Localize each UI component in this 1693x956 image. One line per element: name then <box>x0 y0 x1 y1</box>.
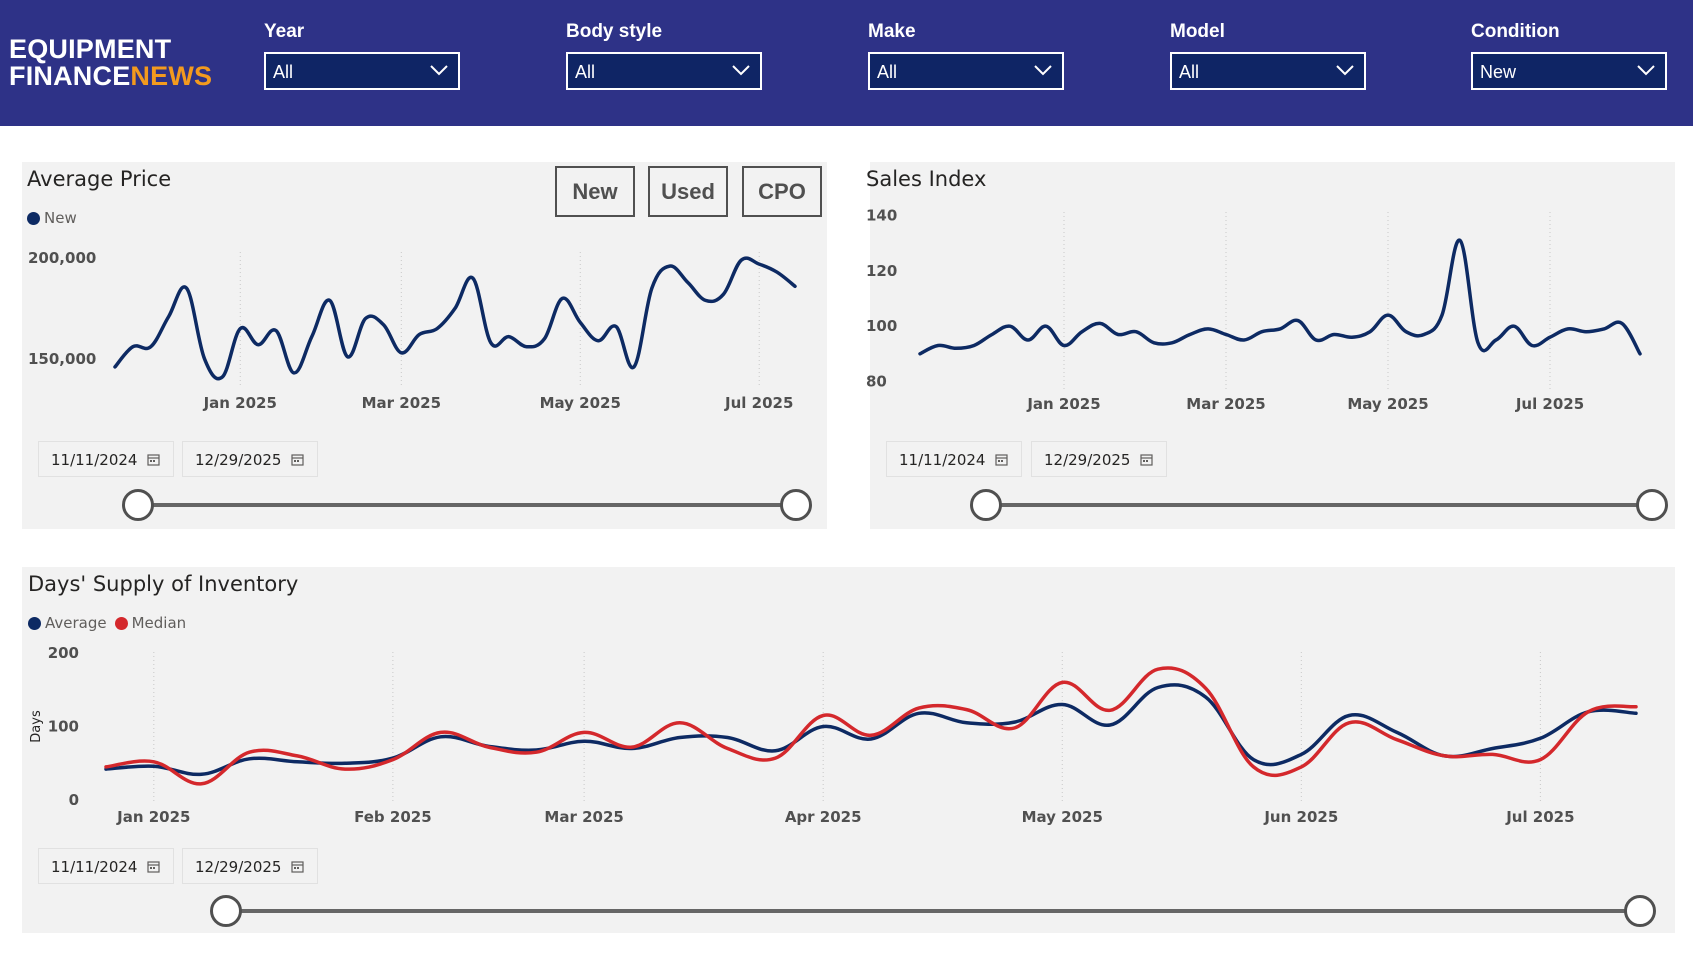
start-date-input[interactable]: 11/11/2024 <box>38 848 174 884</box>
logo-news: NEWS <box>130 61 213 91</box>
chevron-down-icon <box>1336 65 1354 76</box>
year-dropdown[interactable]: All <box>264 52 460 90</box>
start-date-input[interactable]: 11/11/2024 <box>886 441 1022 477</box>
start-date-value: 11/11/2024 <box>51 858 138 876</box>
slider-start-handle[interactable] <box>970 489 1002 521</box>
end-date-input[interactable]: 12/29/2025 <box>1031 441 1167 477</box>
filter-make: Make All <box>868 20 1064 90</box>
end-date-input[interactable]: 12/29/2025 <box>182 441 318 477</box>
cpo-button[interactable]: CPO <box>742 166 822 217</box>
chevron-down-icon <box>1034 65 1052 76</box>
dropdown-value: All <box>877 62 898 82</box>
brand-logo: EQUIPMENT FINANCENEWS <box>9 36 212 90</box>
calendar-icon <box>147 454 160 466</box>
slider-end-handle[interactable] <box>1624 895 1656 927</box>
dropdown-value: All <box>273 62 294 82</box>
sales-index-title: Sales Index <box>866 167 987 191</box>
filter-label: Body style <box>566 21 663 42</box>
chevron-down-icon <box>1637 65 1655 76</box>
legend-dot <box>27 211 40 225</box>
legend-dot <box>28 616 41 630</box>
dropdown-value: New <box>1480 62 1517 82</box>
legend-item-new: New <box>27 209 77 227</box>
end-date-input[interactable]: 12/29/2025 <box>182 848 318 884</box>
logo-line-2: FINANCENEWS <box>9 63 212 90</box>
days-supply-title: Days' Supply of Inventory <box>28 572 299 596</box>
end-date-value: 12/29/2025 <box>1044 451 1131 469</box>
filter-label: Condition <box>1471 21 1560 42</box>
filter-body-style: Body style All <box>566 20 762 90</box>
calendar-icon <box>291 454 304 466</box>
date-range-slider-track[interactable] <box>226 909 1640 913</box>
filter-condition: Condition New <box>1471 20 1667 90</box>
filter-label: Make <box>868 21 916 42</box>
legend-label: New <box>44 209 77 227</box>
chevron-down-icon <box>430 65 448 76</box>
end-date-value: 12/29/2025 <box>195 451 282 469</box>
average-price-title: Average Price <box>27 167 172 191</box>
end-date-value: 12/29/2025 <box>195 858 282 876</box>
filter-label: Model <box>1170 21 1225 42</box>
new-button[interactable]: New <box>555 166 635 217</box>
start-date-input[interactable]: 11/11/2024 <box>38 441 174 477</box>
calendar-icon <box>995 454 1008 466</box>
used-button[interactable]: Used <box>648 166 728 217</box>
filter-year: Year All <box>264 20 460 90</box>
dropdown-value: All <box>575 62 596 82</box>
model-dropdown[interactable]: All <box>1170 52 1366 90</box>
average-price-legend: New <box>27 209 81 227</box>
logo-finance: FINANCE <box>9 61 131 91</box>
filter-model: Model All <box>1170 20 1366 90</box>
calendar-icon <box>291 861 304 873</box>
chevron-down-icon <box>732 65 750 76</box>
start-date-value: 11/11/2024 <box>51 451 138 469</box>
legend-item-average: Average <box>28 614 107 632</box>
slider-end-handle[interactable] <box>780 489 812 521</box>
start-date-value: 11/11/2024 <box>899 451 986 469</box>
condition-dropdown[interactable]: New <box>1471 52 1667 90</box>
days-supply-legend: Average Median <box>28 614 190 632</box>
slider-start-handle[interactable] <box>122 489 154 521</box>
legend-label: Median <box>131 614 187 632</box>
slider-start-handle[interactable] <box>210 895 242 927</box>
slider-end-handle[interactable] <box>1636 489 1668 521</box>
body-style-dropdown[interactable]: All <box>566 52 762 90</box>
top-banner: EQUIPMENT FINANCENEWS Year All Body styl… <box>0 0 1693 126</box>
calendar-icon <box>147 861 160 873</box>
legend-label: Average <box>45 614 107 632</box>
calendar-icon <box>1140 454 1153 466</box>
filter-label: Year <box>264 21 305 42</box>
dropdown-value: All <box>1179 62 1200 82</box>
make-dropdown[interactable]: All <box>868 52 1064 90</box>
date-range-slider-track[interactable] <box>986 503 1652 507</box>
logo-line-1: EQUIPMENT <box>9 34 172 64</box>
legend-item-median: Median <box>114 614 187 632</box>
date-range-slider-track[interactable] <box>138 503 796 507</box>
legend-dot <box>114 616 128 630</box>
